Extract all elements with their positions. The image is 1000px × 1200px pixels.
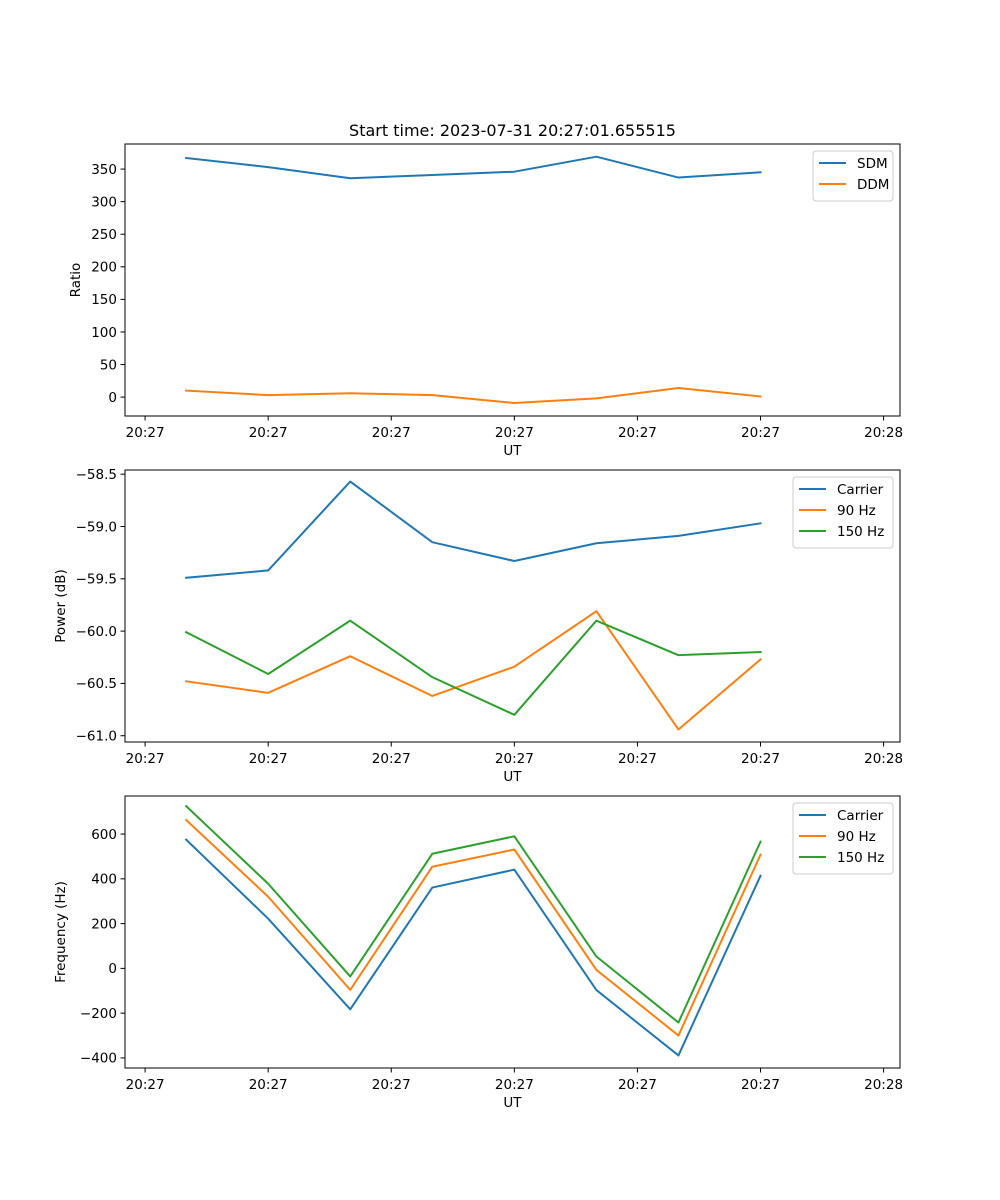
x-tick-label-1-5: 20:27 bbox=[741, 425, 780, 441]
y-tick-label-1-3: 150 bbox=[91, 292, 117, 308]
y-tick-label-2-3: −59.5 bbox=[76, 572, 117, 588]
legend-1: SDM DDM bbox=[812, 150, 894, 202]
x-tick-label-1-3: 20:27 bbox=[495, 425, 534, 441]
axes-frame-1 bbox=[124, 143, 901, 417]
y-tick-label-1-5: 250 bbox=[91, 227, 117, 243]
axes-frame-3 bbox=[124, 795, 901, 1069]
x-tick-label-2-1: 20:27 bbox=[249, 751, 288, 767]
series-line-sdm-1 bbox=[185, 155, 762, 180]
legend-2: Carrier 90 Hz 150 Hz bbox=[792, 476, 894, 549]
x-tick-label-1-1: 20:27 bbox=[249, 425, 288, 441]
x-tick-label-3-6: 20:28 bbox=[864, 1077, 903, 1093]
y-tick-label-1-7: 350 bbox=[91, 162, 117, 178]
y-tick-label-3-1: −200 bbox=[80, 1006, 117, 1022]
y-tick-label-1-4: 200 bbox=[91, 260, 117, 276]
x-tick-label-1-0: 20:27 bbox=[126, 425, 165, 441]
x-axis-label-2: UT bbox=[503, 769, 522, 785]
legend-label-3-0: Carrier bbox=[837, 808, 884, 824]
x-tick-label-1-6: 20:28 bbox=[864, 425, 903, 441]
series-line-150-hz-3 bbox=[184, 804, 762, 1024]
figure-title: Start time: 2023-07-31 20:27:01.655515 bbox=[349, 121, 676, 140]
x-tick-label-3-3: 20:27 bbox=[495, 1077, 534, 1093]
series-line-90-hz-2 bbox=[185, 610, 762, 731]
y-axis-label-2: Power (dB) bbox=[53, 569, 69, 642]
legend-label-2-2: 150 Hz bbox=[837, 524, 884, 540]
x-tick-label-2-2: 20:27 bbox=[372, 751, 411, 767]
x-tick-label-3-5: 20:27 bbox=[741, 1077, 780, 1093]
x-tick-label-3-0: 20:27 bbox=[126, 1077, 165, 1093]
x-axis-label-3: UT bbox=[503, 1095, 522, 1111]
x-tick-label-2-0: 20:27 bbox=[126, 751, 165, 767]
series-line-carrier-2 bbox=[185, 480, 762, 579]
legend-label-1-1: DDM bbox=[857, 177, 889, 193]
x-tick-label-3-4: 20:27 bbox=[618, 1077, 657, 1093]
x-tick-label-2-4: 20:27 bbox=[618, 751, 657, 767]
y-tick-label-1-2: 100 bbox=[91, 325, 117, 341]
x-tick-label-3-1: 20:27 bbox=[249, 1077, 288, 1093]
y-tick-label-2-1: −60.5 bbox=[76, 676, 117, 692]
x-tick-label-2-6: 20:28 bbox=[864, 751, 903, 767]
plot-area-1 bbox=[125, 144, 900, 416]
chart-panel-2: 20:27 20:27 20:27 20:27 20:27 20:27 20:28 −61.0… bbox=[53, 467, 903, 785]
x-tick-label-2-5: 20:27 bbox=[741, 751, 780, 767]
chart-panel-3: 20:27 20:27 20:27 20:27 20:27 20:27 20:28 −400 −… bbox=[53, 795, 903, 1111]
y-tick-label-2-5: −58.5 bbox=[76, 467, 117, 483]
series-line-ddm-1 bbox=[185, 386, 762, 404]
x-tick-label-3-2: 20:27 bbox=[372, 1077, 411, 1093]
x-axis-label-1: UT bbox=[503, 443, 522, 459]
y-tick-label-1-0: 0 bbox=[108, 390, 117, 406]
legend-3: Carrier 90 Hz 150 Hz bbox=[792, 802, 894, 875]
y-tick-label-1-6: 300 bbox=[91, 194, 117, 210]
y-tick-label-3-4: 400 bbox=[91, 872, 117, 888]
axes-frame-2 bbox=[124, 469, 901, 743]
legend-label-1-0: SDM bbox=[857, 156, 888, 172]
chart-panel-1: 20:27 20:27 20:27 20:27 20:27 20:27 20:28 0 50 10… bbox=[68, 143, 903, 459]
legend-label-3-1: 90 Hz bbox=[837, 829, 876, 845]
series-line-90-hz-3 bbox=[184, 818, 762, 1037]
y-tick-label-2-4: −59.0 bbox=[76, 519, 117, 535]
y-tick-label-1-1: 50 bbox=[100, 357, 117, 373]
plot-area-3 bbox=[125, 796, 900, 1068]
legend-label-3-2: 150 Hz bbox=[837, 850, 884, 866]
series-line-150-hz-2 bbox=[184, 619, 762, 716]
x-tick-label-2-3: 20:27 bbox=[495, 751, 534, 767]
x-tick-label-1-4: 20:27 bbox=[618, 425, 657, 441]
y-tick-label-3-5: 600 bbox=[91, 827, 117, 843]
legend-label-2-0: Carrier bbox=[837, 482, 884, 498]
x-tick-label-1-2: 20:27 bbox=[372, 425, 411, 441]
y-axis-label-3: Frequency (Hz) bbox=[53, 881, 69, 983]
y-tick-label-3-2: 0 bbox=[108, 961, 117, 977]
series-line-carrier-3 bbox=[184, 838, 762, 1057]
y-tick-label-2-0: −61.0 bbox=[76, 729, 117, 745]
y-tick-label-3-3: 200 bbox=[91, 916, 117, 932]
y-tick-label-3-0: −400 bbox=[80, 1051, 117, 1067]
y-tick-label-2-2: −60.0 bbox=[76, 624, 117, 640]
y-axis-label-1: Ratio bbox=[68, 263, 84, 298]
plot-area-2 bbox=[125, 470, 900, 742]
legend-label-2-1: 90 Hz bbox=[837, 503, 876, 519]
